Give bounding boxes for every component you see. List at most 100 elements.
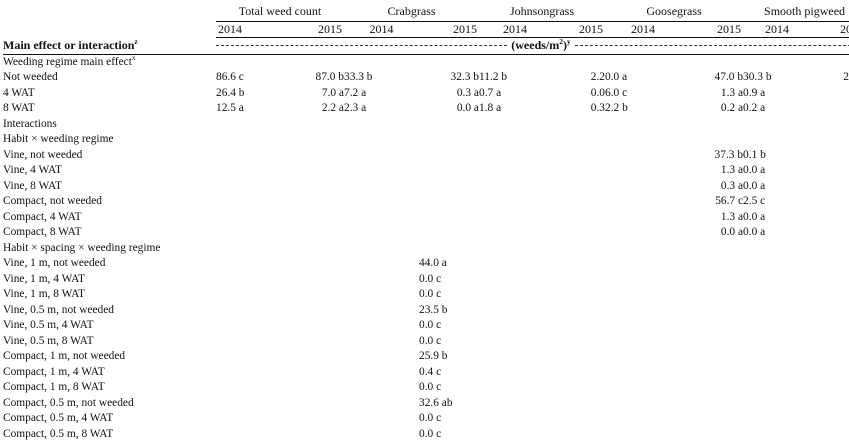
table-cell bbox=[344, 411, 419, 427]
table-cell: 0.3 a bbox=[456, 86, 479, 99]
row-label: Compact, 1 m, not weeded bbox=[3, 350, 126, 362]
table-row: Vine, not weeded 37.3 b 0.1 b bbox=[3, 148, 849, 164]
table-row: 4 WAT 26.4 b 7.0 a 7.2 a 0.3 a 0.7 a 0.0 6.0 c 1… bbox=[3, 86, 849, 102]
table-cell bbox=[344, 54, 419, 70]
table-cell bbox=[743, 117, 811, 133]
table-cell bbox=[479, 272, 551, 288]
table-cell: 25.9 b bbox=[419, 350, 448, 362]
table-cell bbox=[811, 241, 849, 257]
table-cell: 0.9 a bbox=[743, 86, 766, 99]
row-label: 4 WAT bbox=[3, 86, 35, 99]
table-cell: 0.2 a bbox=[720, 102, 744, 114]
table-cell: 12.5 a bbox=[216, 102, 244, 114]
table-cell bbox=[551, 54, 605, 70]
table-cell bbox=[344, 318, 419, 334]
table-cell bbox=[479, 303, 551, 319]
table-cell: 0.4 c bbox=[419, 365, 442, 378]
table-row: Vine, 0.5 m, 8 WAT 0.0 c bbox=[3, 334, 849, 350]
table-cell bbox=[811, 210, 849, 226]
row-label: Not weeded bbox=[3, 71, 58, 83]
table-cell bbox=[216, 365, 287, 381]
table-cell bbox=[743, 380, 811, 396]
table-cell bbox=[216, 225, 287, 241]
table-cell bbox=[743, 272, 811, 288]
table-cell bbox=[419, 54, 479, 70]
units-text: (weeds/m2)y bbox=[511, 37, 571, 52]
table-cell bbox=[551, 210, 605, 226]
table-cell bbox=[479, 163, 551, 179]
year-header: 2015 bbox=[287, 21, 344, 38]
group-header-smooth-pigweed: Smooth pigweed bbox=[743, 4, 849, 22]
table-row: Compact, 0.5 m, not weeded 32.6 ab bbox=[3, 396, 849, 412]
table-row: Vine, 8 WAT 0.3 a 0.0 a bbox=[3, 179, 849, 195]
table-body: Weeding regime main effectx Not weeded 86.… bbox=[3, 54, 849, 442]
table-row: Interactions bbox=[3, 117, 849, 133]
group-header-johnsongrass: Johnsongrass bbox=[479, 4, 606, 22]
table-cell bbox=[344, 117, 419, 133]
table-cell bbox=[605, 210, 681, 226]
table-cell bbox=[216, 318, 287, 334]
table-cell bbox=[479, 411, 551, 427]
table-cell bbox=[811, 318, 849, 334]
row-label: Vine, 4 WAT bbox=[3, 164, 62, 176]
table-row: Compact, 8 WAT 0.0 a 0.0 a bbox=[3, 225, 849, 241]
table-cell bbox=[681, 396, 743, 412]
table-cell bbox=[287, 287, 344, 303]
table-cell: 1.3 a bbox=[720, 86, 744, 99]
table-cell bbox=[216, 303, 287, 319]
table-cell bbox=[811, 334, 849, 350]
table-cell bbox=[551, 179, 605, 195]
row-label: Vine, 0.5 m, not weeded bbox=[3, 303, 114, 316]
table-cell: 0.0 bbox=[590, 86, 606, 99]
row-label: Vine, 0.5 m, 8 WAT bbox=[3, 334, 94, 347]
dashed-rule-right bbox=[574, 45, 849, 47]
table-row: Vine, 0.5 m, not weeded 23.5 b bbox=[3, 303, 849, 319]
table-cell bbox=[479, 194, 551, 210]
table-cell: 26.4 b bbox=[216, 86, 245, 99]
table-cell bbox=[419, 225, 479, 241]
table-cell bbox=[811, 148, 849, 164]
table-cell bbox=[811, 287, 849, 303]
table-cell: 44.0 a bbox=[419, 257, 447, 269]
table-cell: 0.0 c bbox=[419, 427, 442, 440]
table-cell bbox=[551, 287, 605, 303]
table-cell: 0.0 a bbox=[743, 210, 766, 223]
table-cell bbox=[605, 365, 681, 381]
table-cell: 0.0 a bbox=[720, 226, 744, 238]
table-cell bbox=[811, 132, 849, 148]
table-cell bbox=[344, 148, 419, 164]
table-cell bbox=[551, 318, 605, 334]
table-row: Not weeded 86.6 c 87.0 b 33.3 b 32.3 b 11.2 b… bbox=[3, 70, 849, 86]
table-cell bbox=[551, 225, 605, 241]
table-cell: 7.0 a bbox=[321, 86, 344, 99]
table-cell bbox=[287, 427, 344, 443]
table-cell bbox=[681, 427, 743, 443]
table-cell bbox=[287, 225, 344, 241]
table-cell bbox=[743, 132, 811, 148]
table-cell: 0.0 c bbox=[419, 381, 442, 393]
table-cell: 11.2 b bbox=[479, 71, 508, 83]
table-row: Weeding regime main effectx bbox=[3, 54, 849, 70]
group-header-row: Total weed count Crabgrass Johnsongrass … bbox=[3, 4, 849, 22]
table-row: Vine, 0.5 m, 4 WAT 0.0 c bbox=[3, 318, 849, 334]
table-cell bbox=[344, 256, 419, 272]
row-label: Habit × weeding regime bbox=[3, 133, 114, 145]
table-cell bbox=[287, 132, 344, 148]
table-cell bbox=[743, 411, 811, 427]
table-cell bbox=[216, 380, 287, 396]
year-header: 2014 bbox=[344, 21, 419, 38]
row-label: Compact, 8 WAT bbox=[3, 226, 82, 238]
table-cell bbox=[605, 148, 681, 164]
table-cell bbox=[287, 380, 344, 396]
year-header: 2015 bbox=[551, 21, 606, 38]
year-header-row: 2014 2015 2014 2015 2014 2015 2014 2015 … bbox=[3, 21, 849, 38]
table-cell bbox=[605, 287, 681, 303]
row-label: Vine, 8 WAT bbox=[3, 179, 62, 192]
table-cell: 87.0 b bbox=[315, 71, 344, 83]
table-cell bbox=[811, 303, 849, 319]
table-cell bbox=[419, 179, 479, 195]
table-cell bbox=[551, 256, 605, 272]
row-label: Habit × spacing × weeding regime bbox=[3, 241, 161, 254]
row-label: Compact, not weeded bbox=[3, 195, 103, 207]
table-row: Habit × spacing × weeding regime bbox=[3, 241, 849, 257]
